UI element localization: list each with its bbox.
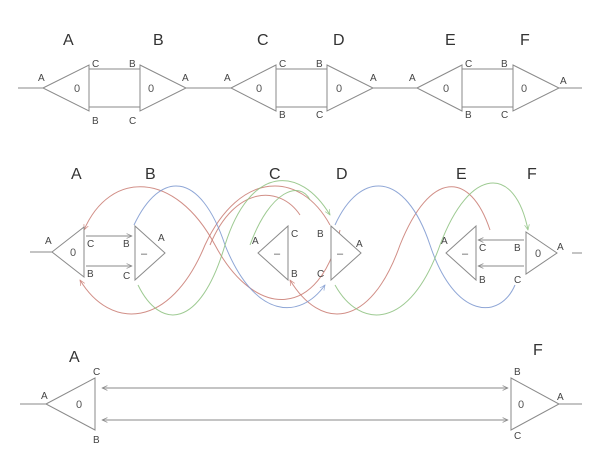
row1-inner-a: 0 [74, 83, 80, 95]
row3-port-f-a: A [557, 392, 564, 403]
row1-port-b-a: A [182, 73, 189, 84]
row2-letter-d: D [336, 166, 348, 183]
row2-port-c-b: B [291, 269, 298, 280]
row1-letter-e: E [445, 32, 456, 49]
row2-gadget-d [330, 224, 362, 282]
row2-inner-d: – [337, 248, 344, 260]
row2-port-d-b: B [317, 229, 324, 240]
row3-port-a-a: A [41, 391, 48, 402]
row3-inner-a: 0 [76, 399, 82, 411]
row3-port-f-b: B [514, 367, 521, 378]
row1-port-c-c: C [279, 59, 286, 70]
row2-letter-f: F [527, 166, 537, 183]
row1-port-c-a: A [224, 73, 231, 84]
row1-letter-c: C [257, 32, 269, 49]
row3-letter-a: A [69, 349, 80, 366]
row1-port-e-b: B [465, 110, 472, 121]
row1-gadget-f [512, 64, 561, 112]
row2-curve-green-2 [334, 182, 528, 316]
row2-crossing-curves [80, 180, 528, 316]
row1-gadget-c [229, 64, 277, 112]
row1-port-e-a: A [409, 73, 416, 84]
row3-letter-f: F [533, 342, 543, 359]
row2-letter-a: A [71, 166, 82, 183]
row2-port-d-c: C [317, 269, 324, 280]
row1-port-e-c: C [465, 59, 472, 70]
row2-curve-red-2 [80, 185, 331, 315]
row1-inner-c: 0 [256, 83, 262, 95]
row2-curve-red-3 [290, 186, 491, 315]
row1-port-f-a: A [560, 76, 567, 87]
row1-letter-d: D [333, 32, 345, 49]
row2-port-a-c: C [87, 239, 94, 250]
row1-letter-a: A [63, 32, 74, 49]
row2-inner-b: – [141, 248, 148, 260]
row2-inner-f: 0 [535, 248, 541, 260]
row2-letter-b: B [145, 166, 156, 183]
row1-gadget-e [415, 64, 463, 112]
row1-port-c-b: B [279, 110, 286, 121]
row3-port-a-c: C [93, 367, 100, 378]
row2-curve-red-4 [209, 194, 301, 246]
row3-gadget-f [510, 377, 561, 431]
row2-port-e-b: B [479, 275, 486, 286]
row1-port-d-b: B [316, 59, 323, 70]
row2-port-a-a: A [45, 236, 52, 247]
row-2: A B C D E F 0 – – – – 0 A C B B C A A C … [30, 166, 582, 316]
row2-gadget-c [257, 224, 289, 282]
row2-inner-a: 0 [70, 247, 76, 259]
row2-port-c-c: C [291, 229, 298, 240]
row2-port-b-c: C [123, 271, 130, 282]
row2-curve-green-3 [249, 190, 311, 246]
row2-inner-e: – [462, 248, 469, 260]
row1-port-f-c: C [501, 110, 508, 121]
row3-inner-f: 0 [518, 399, 524, 411]
row2-gadget-b [134, 224, 166, 282]
row2-curve-red-1 [83, 186, 341, 300]
row2-port-f-b: B [514, 243, 521, 254]
row1-inner-f: 0 [521, 83, 527, 95]
row-3: A F 0 0 A C B B C A [20, 342, 582, 446]
row1-port-f-b: B [501, 59, 508, 70]
row1-port-d-c: C [316, 110, 323, 121]
row1-port-b-c: C [129, 116, 136, 127]
row2-port-c-a: A [252, 236, 259, 247]
row2-letter-c: C [269, 166, 281, 183]
row1-inner-e: 0 [443, 83, 449, 95]
row2-gadget-e [445, 224, 477, 282]
row2-letter-e: E [456, 166, 467, 183]
row1-port-a-c: C [92, 59, 99, 70]
row1-gadget-a [41, 64, 90, 112]
row1-port-a-a: A [38, 73, 45, 84]
row1-port-b-b: B [129, 59, 136, 70]
row3-gadget-a [44, 377, 96, 431]
row1-letter-b: B [153, 32, 164, 49]
row2-curve-blue-2 [334, 185, 516, 309]
row2-port-e-c: C [479, 243, 486, 254]
row1-inner-b: 0 [148, 83, 154, 95]
row1-letter-f: F [520, 32, 530, 49]
row1-inner-d: 0 [336, 83, 342, 95]
row1-port-a-b: B [92, 116, 99, 127]
row-1: A B C D E F 0 0 0 0 0 0 A C B B C A A C … [18, 32, 582, 127]
row1-port-d-a: A [370, 73, 377, 84]
row2-gadget-f [525, 231, 558, 275]
row2-port-b-b: B [123, 239, 130, 250]
row2-port-f-a: A [557, 242, 564, 253]
row2-inner-c: – [274, 248, 281, 260]
row2-port-b-a: A [158, 233, 165, 244]
row2-curve-green-1 [137, 180, 330, 316]
row3-port-f-c: C [514, 431, 521, 442]
row2-port-e-a: A [441, 236, 448, 247]
row2-port-f-c: C [514, 275, 521, 286]
row2-port-d-a: A [356, 239, 363, 250]
row2-gadget-a [51, 225, 85, 279]
row1-gadget-b [139, 64, 188, 112]
row1-gadget-d [326, 64, 375, 112]
row3-port-a-b: B [93, 435, 100, 446]
row2-port-a-b: B [87, 269, 94, 280]
